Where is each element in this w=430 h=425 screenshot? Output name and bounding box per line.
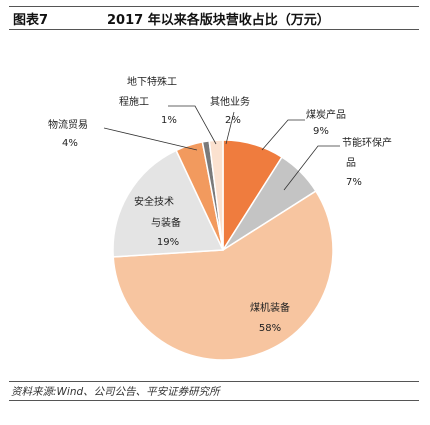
leader-line-0 xyxy=(261,119,305,151)
figure-title-bar: 图表7 2017 年以来各版块营收占比（万元） xyxy=(9,6,419,30)
figure-label: 图表7 xyxy=(13,13,49,28)
slice-label-0-0: 煤炭产品 xyxy=(306,108,346,121)
slice-label-3-0: 安全技术 xyxy=(134,195,174,208)
pie-slice-6 xyxy=(208,139,224,251)
slice-label-2-0: 煤机装备 xyxy=(250,301,290,314)
chart-title: 2017 年以来各版块营收占比（万元） xyxy=(107,13,330,28)
leader-line-6 xyxy=(225,111,235,145)
leader-line-1 xyxy=(283,145,340,191)
pie-slice-3 xyxy=(112,149,225,258)
slice-value-5: 1% xyxy=(161,115,177,126)
slice-value-0: 9% xyxy=(313,126,329,137)
source-note-bar: 资料来源:Wind、公司公告、平安证券研究所 xyxy=(9,381,419,401)
slice-label-1-0: 节能环保产 xyxy=(342,136,392,149)
slice-value-3: 19% xyxy=(157,237,179,248)
slice-value-1: 7% xyxy=(346,177,362,188)
slice-label-6-0: 其他业务 xyxy=(210,95,250,108)
leader-line-5 xyxy=(168,105,217,145)
pie-slice-2 xyxy=(112,190,334,361)
pie-slices xyxy=(112,139,334,361)
label-leader-lines xyxy=(103,105,340,191)
slice-label-1-1: 品 xyxy=(346,157,356,169)
slice-value-6: 2% xyxy=(225,115,241,126)
slice-label-5-0: 地下特殊工 xyxy=(127,75,177,88)
slice-value-2: 58% xyxy=(259,323,281,334)
source-note: 资料来源:Wind、公司公告、平安证券研究所 xyxy=(11,386,220,398)
slice-label-4-0: 物流贸易 xyxy=(48,118,88,131)
slice-label-3-1: 与装备 xyxy=(151,216,181,229)
leader-line-4 xyxy=(103,127,198,151)
slice-value-4: 4% xyxy=(62,138,78,149)
slice-label-5-1: 程施工 xyxy=(119,95,149,108)
